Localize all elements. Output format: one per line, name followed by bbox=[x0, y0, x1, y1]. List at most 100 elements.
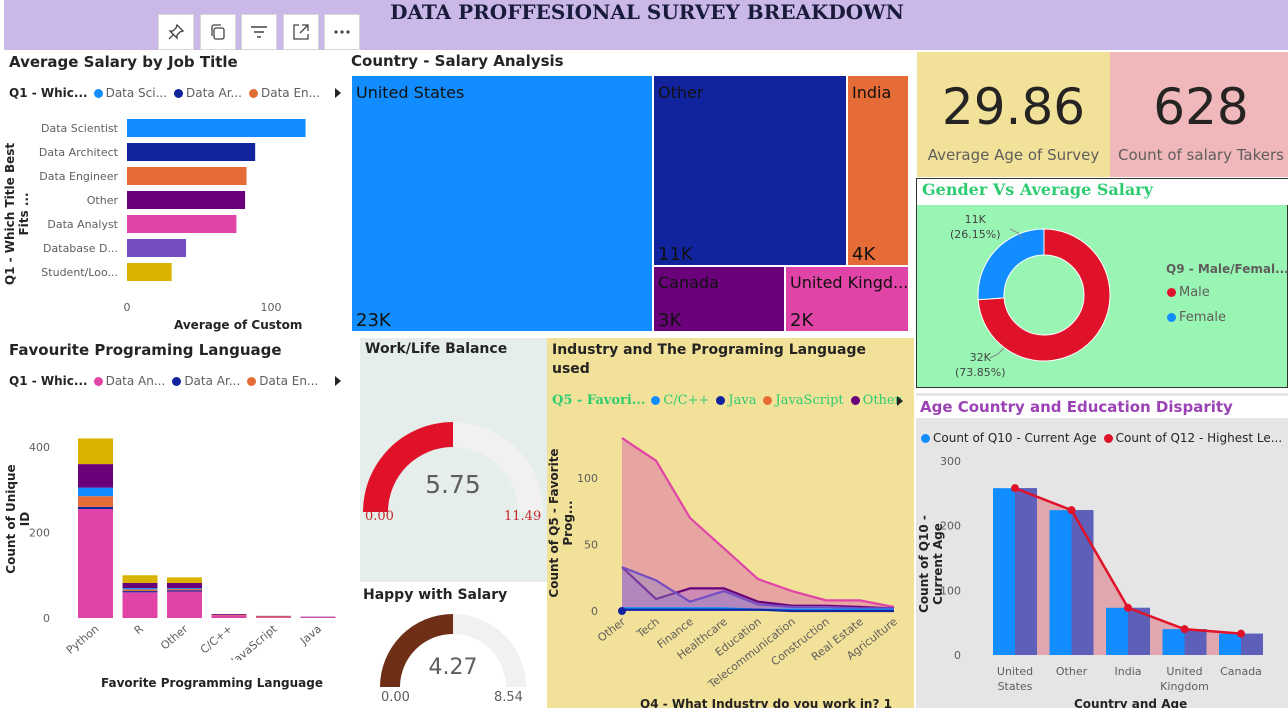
legend-item[interactable]: C/C++ bbox=[663, 393, 710, 408]
series-line bbox=[622, 608, 894, 613]
data-point bbox=[1067, 506, 1076, 515]
x-tick-label: JavaScript bbox=[228, 622, 280, 660]
category-label: Data Architect bbox=[39, 146, 119, 159]
y-tick-label: 100 bbox=[940, 584, 961, 597]
male-value: 32K bbox=[969, 351, 991, 364]
work-life-max: 11.49 bbox=[504, 509, 542, 524]
more-options-icon[interactable] bbox=[324, 14, 360, 50]
filter-icon[interactable] bbox=[241, 14, 277, 50]
legend-dot bbox=[249, 88, 258, 98]
age-country-title-bar bbox=[916, 396, 1288, 418]
legend-title: Q1 - Whic... bbox=[9, 374, 88, 388]
legend-item[interactable]: Data Ar... bbox=[186, 86, 242, 100]
bar-segment bbox=[167, 590, 202, 592]
data-point bbox=[618, 607, 626, 615]
bar-segment bbox=[211, 614, 247, 616]
gender-legend-male[interactable]: Male bbox=[1160, 285, 1210, 300]
x-tick-label: Other bbox=[595, 615, 628, 645]
y-tick-label: 100 bbox=[577, 472, 598, 485]
age-country-panel bbox=[916, 393, 1288, 708]
legend-item[interactable]: Count of Q10 - Current Age bbox=[933, 431, 1097, 445]
legend-item[interactable]: Data En... bbox=[261, 86, 321, 100]
legend-item[interactable]: Data En... bbox=[259, 374, 319, 388]
category-label: Data Analyst bbox=[47, 218, 118, 231]
age-country-title: Age Country and Education Disparity bbox=[920, 398, 1233, 416]
tile-value: 3K bbox=[658, 310, 682, 331]
leader-line bbox=[989, 347, 1005, 359]
bar-overlay bbox=[1241, 633, 1263, 655]
tile-value: 23K bbox=[356, 310, 391, 331]
bar bbox=[127, 119, 306, 137]
legend-dot bbox=[1167, 313, 1176, 322]
x-tick-label: States bbox=[998, 680, 1033, 693]
kpi-label: Average Age of Survey bbox=[927, 146, 1100, 164]
category-label: Database D... bbox=[43, 242, 118, 255]
bar-segment bbox=[256, 617, 291, 618]
y-tick-label: 200 bbox=[29, 527, 50, 540]
treemap-tile-india[interactable]: India 4K bbox=[848, 76, 908, 265]
age-country-legend: Count of Q10 - Current Age Count of Q12 … bbox=[916, 431, 1282, 445]
age-country-chart: 0 100 200 300 United States Other India United Ki… bbox=[940, 455, 1263, 693]
legend-item[interactable]: Data An... bbox=[105, 374, 166, 388]
legend-dot bbox=[921, 433, 930, 443]
legend-item[interactable]: Data Sci... bbox=[105, 86, 168, 100]
gender-title: Gender Vs Average Salary bbox=[922, 180, 1153, 199]
gauge-fill bbox=[380, 614, 453, 687]
y-tick-label: 50 bbox=[584, 539, 598, 552]
x-tick-label: Kingdom bbox=[1160, 680, 1209, 693]
bar-segment bbox=[78, 438, 113, 465]
data-point bbox=[1011, 484, 1019, 493]
bar bbox=[127, 143, 256, 161]
tile-label: Canada bbox=[658, 273, 719, 292]
legend-next-icon[interactable] bbox=[335, 376, 341, 386]
series-line bbox=[621, 437, 895, 609]
bar-segment bbox=[300, 617, 336, 618]
bar-overlay bbox=[1184, 629, 1207, 655]
legend-next-icon[interactable] bbox=[897, 396, 903, 406]
legend-item[interactable]: Other bbox=[862, 393, 901, 408]
leader-line bbox=[1009, 228, 1023, 239]
legend-dot bbox=[1103, 433, 1113, 443]
x-tick-label: United bbox=[1166, 665, 1202, 678]
treemap-tile-united-states[interactable]: United States 23K bbox=[352, 76, 652, 331]
area-series bbox=[622, 567, 894, 611]
data-point bbox=[1237, 629, 1245, 638]
treemap-tile-canada[interactable]: Canada 3K bbox=[654, 267, 784, 331]
fav-lang-legend: Q1 - Whic... Data An... Data Ar... Data … bbox=[9, 374, 318, 388]
bar bbox=[127, 239, 187, 257]
focus-mode-icon[interactable] bbox=[282, 14, 319, 50]
industry-x-axis-title: Q4 - What Industry do you work in? 1 bbox=[640, 697, 892, 708]
fav-lang-x-axis-title: Favorite Programming Language bbox=[101, 676, 323, 690]
y-tick-label: 0 bbox=[591, 605, 598, 618]
legend-dot bbox=[1167, 288, 1176, 297]
fav-lang-chart: 0 200 400 Python R Other C/C++JavaScript Java bbox=[29, 438, 336, 660]
treemap-tile-other[interactable]: Other 11K bbox=[654, 76, 846, 265]
gender-legend-female[interactable]: Female bbox=[1160, 310, 1226, 325]
legend-dot bbox=[93, 376, 103, 386]
treemap-tile-united-kingdom[interactable]: United Kingd... 2K bbox=[786, 267, 908, 331]
x-tick-label: Java bbox=[297, 622, 324, 648]
bar-segment bbox=[78, 496, 113, 507]
legend-item[interactable]: Java bbox=[728, 393, 757, 408]
bar-segment bbox=[167, 588, 202, 589]
legend-item[interactable]: Data Ar... bbox=[184, 374, 241, 388]
happy-salary-panel bbox=[360, 584, 547, 708]
tile-label: India bbox=[852, 83, 892, 102]
legend-item[interactable]: JavaScript bbox=[775, 393, 844, 408]
kpi-value: 628 bbox=[1153, 78, 1249, 136]
legend-next-icon[interactable] bbox=[335, 88, 341, 98]
happy-salary-gauge bbox=[380, 614, 526, 687]
legend-item[interactable]: Count of Q12 - Highest Le... bbox=[1115, 431, 1283, 445]
page-title: DATA PROFFESIONAL SURVEY BREAKDOWN bbox=[390, 0, 904, 24]
industry-legend: Q5 - Favori... C/C++ Java JavaScript Oth… bbox=[552, 393, 901, 408]
bar-overlay bbox=[1071, 510, 1094, 655]
copy-icon[interactable] bbox=[199, 14, 236, 50]
bar-segment bbox=[78, 464, 113, 488]
kpi-card-count: 628 Count of salary Takers bbox=[1110, 52, 1288, 177]
tile-label: United States bbox=[356, 83, 465, 102]
bar-segment bbox=[122, 582, 158, 589]
tile-value: 4K bbox=[852, 244, 876, 265]
y-tick-label: 300 bbox=[940, 455, 961, 468]
bar bbox=[127, 191, 246, 209]
pin-icon[interactable] bbox=[158, 14, 194, 50]
